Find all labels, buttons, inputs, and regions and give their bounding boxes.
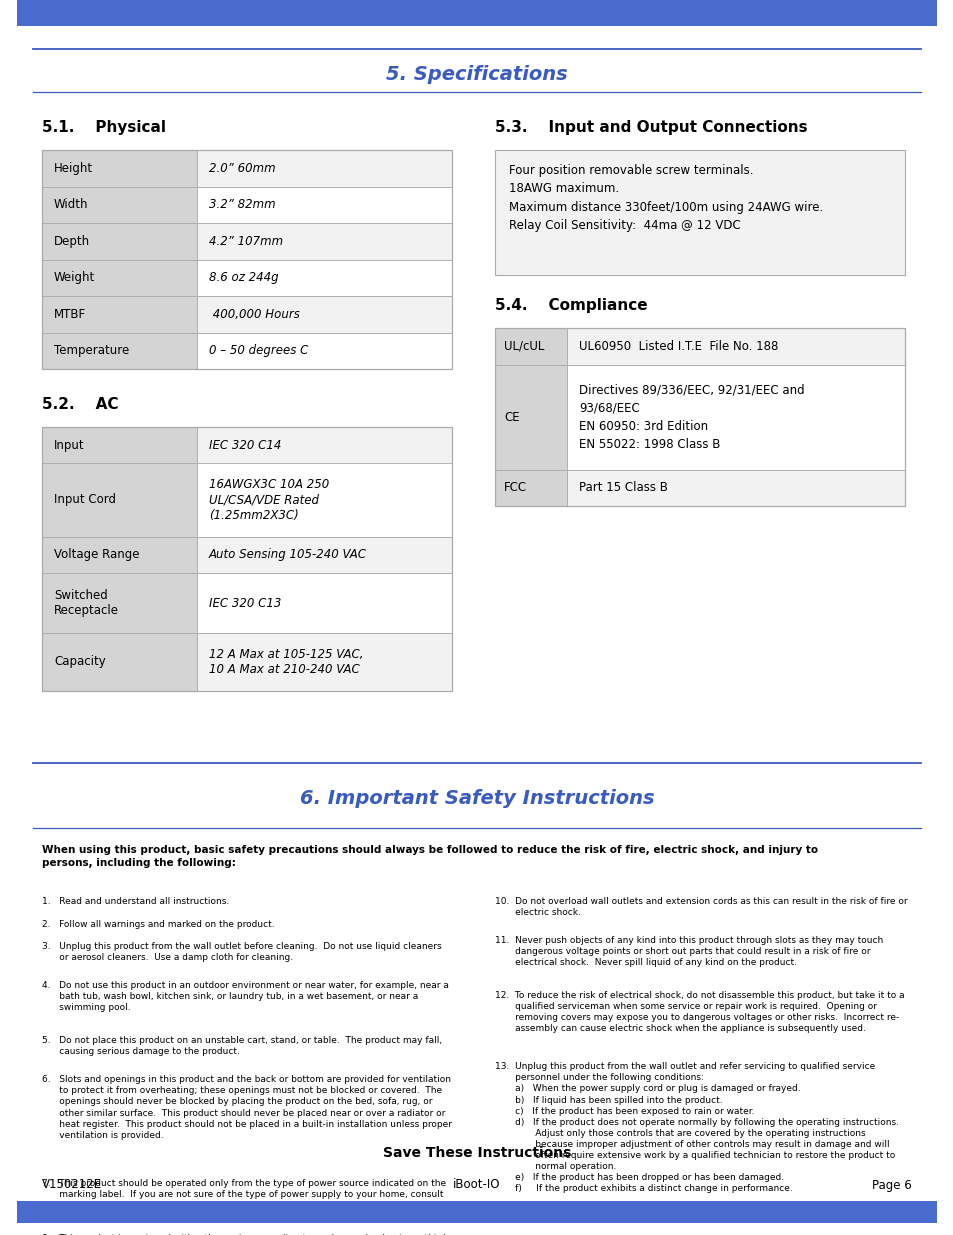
Text: 3.   Unplug this product from the wall outlet before cleaning.  Do not use liqui: 3. Unplug this product from the wall out…: [42, 942, 441, 962]
Text: 8.6 oz 244g: 8.6 oz 244g: [209, 272, 278, 284]
Text: 11.  Never push objects of any kind into this product through slots as they may : 11. Never push objects of any kind into …: [495, 936, 882, 967]
Bar: [495, 469, 566, 506]
Text: 3.2” 82mm: 3.2” 82mm: [209, 199, 275, 211]
Bar: [495, 329, 566, 364]
Bar: [17, 1200, 936, 1223]
Text: V150212E: V150212E: [42, 1178, 102, 1192]
Bar: [196, 296, 452, 332]
Text: Depth: Depth: [54, 235, 90, 248]
Text: 5.1.    Physical: 5.1. Physical: [42, 120, 166, 135]
Bar: [42, 186, 196, 224]
Bar: [42, 224, 196, 259]
Text: IEC 320 C13: IEC 320 C13: [209, 597, 281, 610]
Text: Input Cord: Input Cord: [54, 494, 116, 506]
Bar: [196, 224, 452, 259]
Bar: [42, 573, 196, 634]
Text: Capacity: Capacity: [54, 656, 106, 668]
Bar: [566, 329, 904, 364]
Text: 4.2” 107mm: 4.2” 107mm: [209, 235, 283, 248]
Bar: [495, 149, 904, 275]
Text: 13.  Unplug this product from the wall outlet and refer servicing to qualified s: 13. Unplug this product from the wall ou…: [495, 1062, 898, 1193]
Text: 2.   Follow all warnings and marked on the product.: 2. Follow all warnings and marked on the…: [42, 920, 274, 929]
Bar: [42, 149, 196, 186]
Text: Voltage Range: Voltage Range: [54, 548, 139, 561]
Bar: [17, 0, 936, 26]
Text: UL60950  Listed I.T.E  File No. 188: UL60950 Listed I.T.E File No. 188: [578, 340, 778, 353]
Text: 4.   Do not use this product in an outdoor environment or near water, for exampl: 4. Do not use this product in an outdoor…: [42, 982, 449, 1013]
Text: FCC: FCC: [503, 482, 527, 494]
Bar: [196, 634, 452, 692]
Bar: [196, 463, 452, 536]
Text: 7.   This product should be operated only from the type of power source indicate: 7. This product should be operated only …: [42, 1179, 446, 1210]
Text: Temperature: Temperature: [54, 345, 129, 357]
Bar: [196, 259, 452, 296]
Text: 12.  To reduce the risk of electrical shock, do not disassemble this product, bu: 12. To reduce the risk of electrical sho…: [495, 990, 903, 1034]
Bar: [42, 427, 452, 692]
Bar: [196, 149, 452, 186]
Text: 5.3.    Input and Output Connections: 5.3. Input and Output Connections: [495, 120, 807, 135]
Text: 2.0” 60mm: 2.0” 60mm: [209, 162, 275, 174]
Bar: [495, 364, 566, 469]
Bar: [42, 149, 452, 369]
Text: Directives 89/336/EEC, 92/31/EEC and
93/68/EEC
EN 60950: 3rd Edition
EN 55022: 1: Directives 89/336/EEC, 92/31/EEC and 93/…: [578, 384, 803, 451]
Text: 1.   Read and understand all instructions.: 1. Read and understand all instructions.: [42, 897, 229, 906]
Text: When using this product, basic safety precautions should always be followed to r: When using this product, basic safety pr…: [42, 845, 818, 868]
Text: Weight: Weight: [54, 272, 95, 284]
Bar: [42, 296, 196, 332]
Text: 16AWGX3C 10A 250
UL/CSA/VDE Rated
(1.25mm2X3C): 16AWGX3C 10A 250 UL/CSA/VDE Rated (1.25m…: [209, 478, 329, 521]
Text: Four position removable screw terminals.
18AWG maximum.
Maximum distance 330feet: Four position removable screw terminals.…: [509, 164, 822, 232]
Bar: [196, 536, 452, 573]
Text: iBoot-IO: iBoot-IO: [453, 1178, 500, 1192]
Text: Part 15 Class B: Part 15 Class B: [578, 482, 667, 494]
Text: 400,000 Hours: 400,000 Hours: [209, 308, 299, 321]
Bar: [495, 329, 904, 506]
Text: 5.2.    AC: 5.2. AC: [42, 396, 118, 412]
Text: Input: Input: [54, 438, 85, 452]
Text: IEC 320 C14: IEC 320 C14: [209, 438, 281, 452]
Text: UL/cUL: UL/cUL: [503, 340, 544, 353]
Bar: [42, 536, 196, 573]
Text: 5.4.    Compliance: 5.4. Compliance: [495, 298, 647, 312]
Bar: [196, 427, 452, 463]
Text: 12 A Max at 105-125 VAC,
10 A Max at 210-240 VAC: 12 A Max at 105-125 VAC, 10 A Max at 210…: [209, 648, 363, 676]
Text: 6.   Slots and openings in this product and the back or bottom are provided for : 6. Slots and openings in this product an…: [42, 1076, 452, 1140]
Bar: [196, 186, 452, 224]
Text: 5.   Do not place this product on an unstable cart, stand, or table.  The produc: 5. Do not place this product on an unsta…: [42, 1036, 441, 1056]
Text: Width: Width: [54, 199, 89, 211]
Text: 10.  Do not overload wall outlets and extension cords as this can result in the : 10. Do not overload wall outlets and ext…: [495, 897, 906, 918]
Text: Auto Sensing 105-240 VAC: Auto Sensing 105-240 VAC: [209, 548, 367, 561]
Text: Height: Height: [54, 162, 93, 174]
Text: MTBF: MTBF: [54, 308, 86, 321]
Bar: [566, 469, 904, 506]
Bar: [566, 364, 904, 469]
Bar: [196, 332, 452, 369]
Bar: [42, 259, 196, 296]
Bar: [42, 427, 196, 463]
Text: 6. Important Safety Instructions: 6. Important Safety Instructions: [299, 788, 654, 808]
Bar: [42, 463, 196, 536]
Bar: [42, 634, 196, 692]
Bar: [196, 573, 452, 634]
Text: 5. Specifications: 5. Specifications: [386, 64, 567, 84]
Text: Page 6: Page 6: [871, 1178, 911, 1192]
Text: 0 – 50 degrees C: 0 – 50 degrees C: [209, 345, 308, 357]
Text: Switched
Receptacle: Switched Receptacle: [54, 589, 119, 618]
Text: Save These Instructions: Save These Instructions: [382, 1146, 571, 1160]
Text: CE: CE: [503, 410, 519, 424]
Bar: [42, 332, 196, 369]
